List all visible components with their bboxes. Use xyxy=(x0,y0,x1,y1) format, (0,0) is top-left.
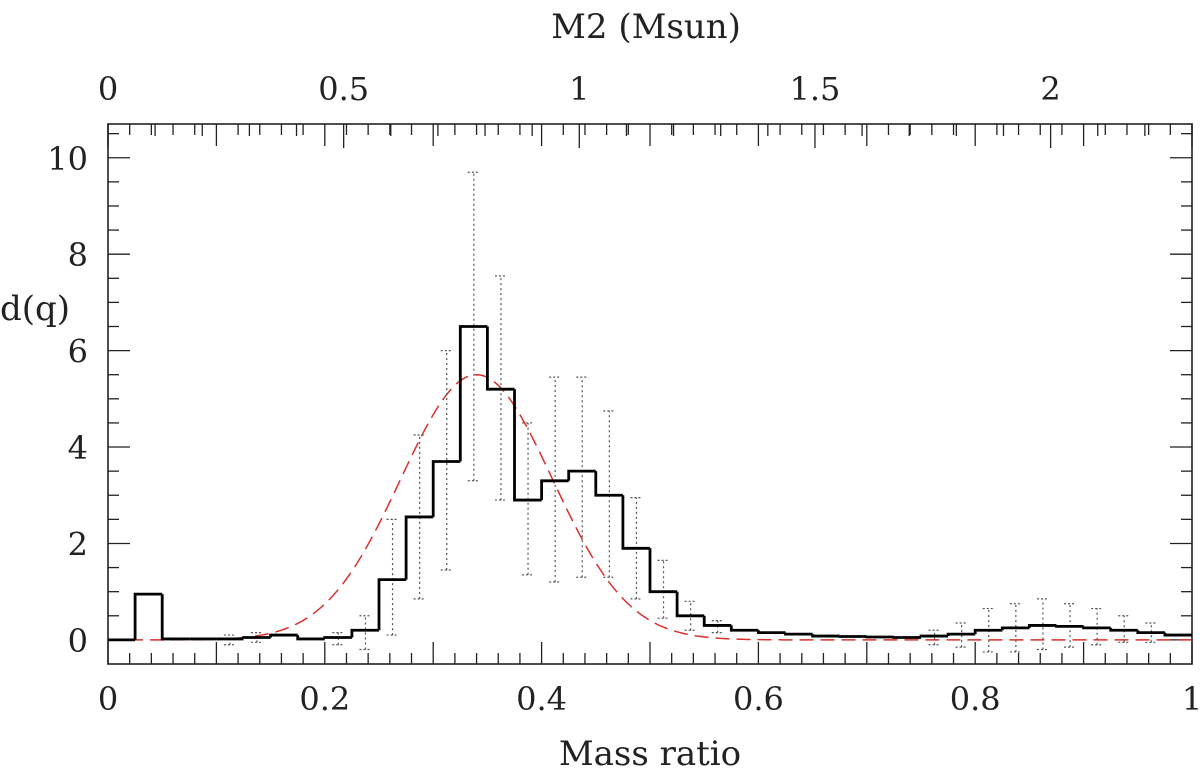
histogram-bin xyxy=(1028,624,1057,628)
top-tick-label: 0.5 xyxy=(318,70,369,108)
histogram-bin xyxy=(1082,626,1111,630)
y-tick-label: 0 xyxy=(68,622,88,660)
x-tick-label: 0.4 xyxy=(516,680,567,718)
gaussian-fit-layer xyxy=(108,373,1192,641)
histogram-bin xyxy=(594,471,623,497)
histogram-bin xyxy=(377,578,407,631)
axis-ticks xyxy=(107,124,1193,664)
top-axis-label: M2 (Msun) xyxy=(551,7,741,47)
histogram-bin xyxy=(404,515,434,580)
histogram-bin xyxy=(784,632,813,636)
histogram-bin xyxy=(702,615,732,627)
histogram-bin xyxy=(621,495,650,550)
histogram-bin xyxy=(323,636,352,639)
histogram-bin xyxy=(242,636,271,639)
histogram-bin xyxy=(1136,630,1165,635)
histogram-bin xyxy=(1055,624,1084,628)
histogram-bin xyxy=(350,628,379,638)
histogram-bin xyxy=(946,632,976,637)
histogram-bin xyxy=(160,594,190,641)
histogram-bin xyxy=(729,625,759,632)
gaussian-fit-curve xyxy=(108,373,1192,641)
y-tick-label: 6 xyxy=(68,333,88,371)
top-tick-label: 0 xyxy=(98,70,118,108)
x-tick-label: 1 xyxy=(1182,680,1200,718)
x-axis-label: Mass ratio xyxy=(559,734,741,769)
x-tick-label: 0.6 xyxy=(733,680,784,718)
error-bars xyxy=(223,171,1158,653)
histogram-bin xyxy=(757,630,786,635)
histogram-layer xyxy=(108,325,1192,642)
histogram-bin xyxy=(675,591,705,618)
histogram-bin xyxy=(1109,627,1138,632)
histogram-bin xyxy=(811,634,840,638)
y-tick-label: 10 xyxy=(47,140,88,178)
x-tick-label: 0.2 xyxy=(299,680,350,718)
histogram-bin xyxy=(513,389,542,502)
histogram-bin xyxy=(1163,632,1192,637)
histogram-bin xyxy=(296,635,325,641)
histogram-bin xyxy=(567,469,596,481)
histogram-bin xyxy=(648,548,678,594)
histogram-bin xyxy=(458,325,488,462)
histogram-bin xyxy=(540,479,569,501)
top-tick-label: 1.5 xyxy=(790,70,841,108)
top-tick-label: 2 xyxy=(1040,70,1060,108)
histogram-bin xyxy=(486,326,515,391)
y-tick-label: 2 xyxy=(68,525,88,563)
y-tick-label: 8 xyxy=(68,236,88,274)
histogram-bin xyxy=(919,634,949,638)
x-tick-label: 0.8 xyxy=(950,680,1001,718)
histogram-bin xyxy=(269,633,298,638)
top-tick-label: 1 xyxy=(569,70,589,108)
y-tick-label: 4 xyxy=(68,429,88,467)
histogram-bin xyxy=(133,592,163,640)
histogram-bin xyxy=(1000,626,1030,631)
x-tick-label: 0 xyxy=(98,680,118,718)
y-axis-label: d(q) xyxy=(0,289,70,329)
histogram-bin xyxy=(973,628,1003,635)
histogram-bin xyxy=(431,460,461,517)
